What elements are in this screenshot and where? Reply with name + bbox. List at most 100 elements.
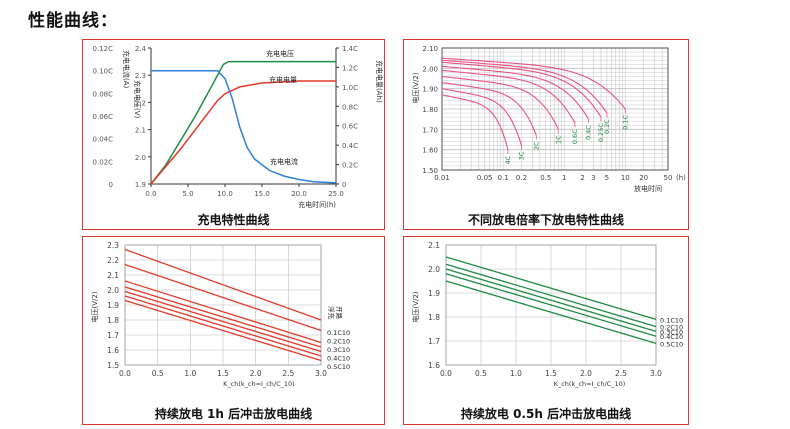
charge-chart-panel: 0.12C 0.10C 0.08C 0.06C 0.04C 0.02C 0 2.4 2.3 2.2… [82,39,385,230]
charge-tick-label: 1.4C [342,45,358,53]
y-tick-label: 1.9 [428,289,440,298]
series-label: 0.6C [571,129,579,144]
current-tick-label: 0.02C [93,158,114,166]
charge-chart-caption: 充电特性曲线 [197,213,270,227]
y-tick-label: 2.0 [428,265,440,274]
x-tick-label: 10 [621,174,630,182]
current-axis-label: 充电电流(A) [122,50,131,89]
series-label: 0.3C10 [660,328,683,336]
y-tick-label: 1.7 [107,331,119,340]
x-tick-label: 0.0 [145,190,156,198]
charge-chart: 0.12C 0.10C 0.08C 0.06C 0.04C 0.02C 0 2.4 2.3 2.2… [93,45,384,209]
y-tick-label: 1.5 [107,361,119,370]
y-tick-label: 1.8 [428,313,440,322]
series-label: 0.4C10 [660,333,683,341]
series-label: 1C [554,135,562,144]
charge-tick-label: 0.8C [342,103,358,111]
page-title: 性能曲线： [28,11,118,31]
y-tick-label: 1.70 [422,126,438,134]
y-tick-label: 1.6 [428,361,440,370]
discharge-rate-chart-caption: 不同放电倍率下放电特性曲线 [467,213,624,227]
y-axis-label: 电压(V/2) [411,72,420,103]
y-axis-label: 电压(V/2) [90,291,99,322]
series-line-0.2C [441,59,608,114]
x-axis-label: 充电时间(h) [298,200,336,209]
series-label: 0.1C10 [327,329,350,337]
series-label: 0.4C [585,125,593,140]
x-tick-label: 2.0 [250,369,262,378]
series-label: 0.25C [597,123,605,142]
series-label: 0.4C10 [327,355,350,363]
series-line-0.4C10 [124,295,322,357]
y-tick-label: 1.7 [428,337,440,346]
current-tick-label: 0.06C [93,113,114,121]
series-line-0.2C10 [445,263,657,328]
y-tick-label: 2.2 [107,256,119,265]
impulse-1h-chart-caption: 持续放电 1h 后冲击放电曲线 [154,407,313,421]
voltage-axis-label: 充电电压(V) [133,80,142,119]
series-label: 0.1C10 [660,316,683,324]
current-tick-label: 0.10C [93,68,114,76]
series-line-0.3C10 [445,268,657,333]
charge-tick-label: 0.2C [342,162,358,170]
series-line-0.2C10 [124,286,322,348]
charge-tick-label: 0 [342,181,346,189]
series-line-0.4C [441,65,589,120]
y-tick-label: 2.3 [107,241,119,250]
voltage-tick-label: 1.9 [135,181,146,189]
series-label: 3C [517,151,525,160]
series-label: 0.5C10 [327,363,350,371]
series-line-0.1C [441,57,626,110]
impulse-05h-chart-panel: 2.1 2.0 1.9 1.8 1.7 1.6 0.0 0.5 1.0 1.5 2.0 2.5 3.0 K… [403,236,689,425]
voltage-tick-label: 2.4 [135,45,147,53]
y-tick-label: 1.50 [422,167,438,175]
charge-axis-label: 充电电量(Ah) [375,60,384,103]
series-line-0.4C10 [445,273,657,337]
x-tick-label: 0.5 [475,369,487,378]
series-label: 0.1C [621,115,629,130]
series-line-充电电流 [151,69,337,184]
y-tick-label: 2.1 [107,271,119,280]
x-tick-label: 10.0 [217,190,233,198]
current-tick-label: 0.04C [93,136,114,144]
x-tick-label: 0.0 [440,369,452,378]
x-tick-label: 20.0 [291,190,307,198]
x-tick-label: 3.0 [315,369,327,378]
series-label: 4C [504,155,512,164]
x-tick-label: 0.1 [498,174,509,182]
current-tick-label: 0 [109,181,113,189]
y-tick-label: 2.1 [428,241,440,250]
series-label: 充电电量 [269,75,297,84]
series-line-2C [441,82,537,136]
x-tick-label: 0.01 [434,174,450,182]
charge-tick-label: 1.0C [342,84,358,92]
series-label: 0.5C10 [660,340,683,348]
series-label: 0.2C [603,119,611,134]
series-line-0.6C [441,69,576,124]
x-unit-label: (h) [676,174,686,182]
x-axis-label: K_ch(k_ch=I_ch/C_10) [554,380,626,388]
y-tick-label: 1.80 [422,106,438,114]
voltage-tick-label: 2.3 [135,72,146,80]
series-label: 2C [532,141,540,150]
y-axis-label: 电压(V/2) [411,291,420,322]
current-tick-label: 0.12C [93,45,114,53]
x-tick-label: 3 [591,174,595,182]
voltage-tick-label: 2.2 [135,99,146,107]
impulse-05h-chart-caption: 持续放电 0.5h 后冲击放电曲线 [460,407,632,421]
series-line-0.25C [441,61,602,118]
x-tick-label: 1.5 [545,369,557,378]
x-tick-label: 1.0 [184,369,196,378]
y-tick-label: 2.0 [107,286,119,295]
plot-frame [445,244,657,366]
series-line-充电电量 [150,80,336,185]
x-tick-label: 50 [664,174,673,182]
x-tick-label: 2.0 [580,369,592,378]
x-axis-label: 放电时间 [634,184,662,193]
series-line-浮充 [124,248,322,321]
x-tick-label: 2.5 [282,369,294,378]
x-tick-label: 15.0 [254,190,270,198]
series-label: 开路 [335,306,344,320]
x-tick-label: 0.5 [152,369,164,378]
series-line-0.5C10 [445,280,657,345]
